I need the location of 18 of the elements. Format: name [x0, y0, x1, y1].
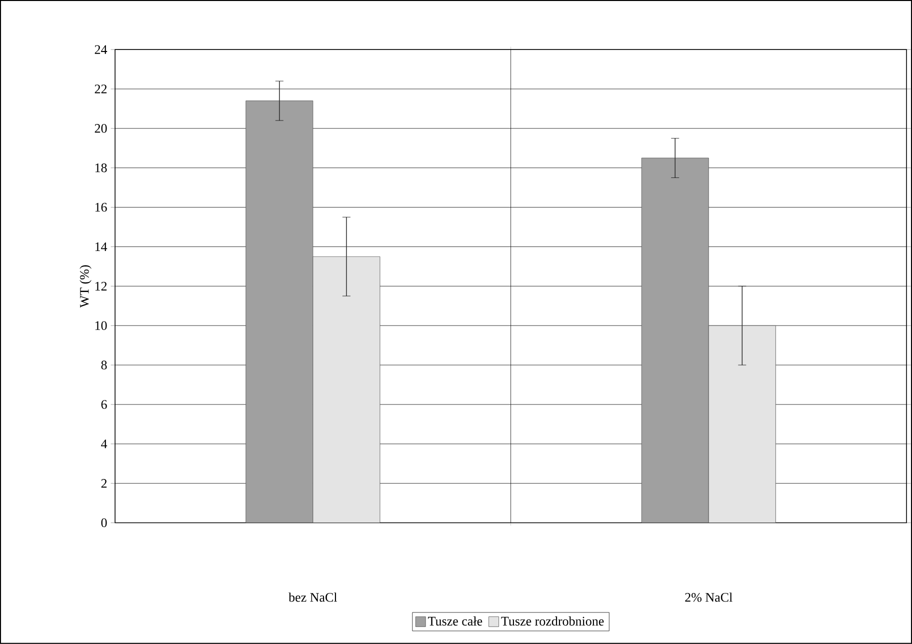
y-axis-title: WT (%) — [80, 265, 92, 308]
y-tick-label: 20 — [94, 124, 107, 133]
y-tick-label: 24 — [94, 45, 108, 54]
y-tick-label: 18 — [95, 164, 107, 172]
y-tick-label: 22 — [94, 84, 107, 94]
legend-label: Tusze rozdrobnione — [501, 616, 604, 626]
legend-label: Tusze całe — [428, 616, 482, 626]
x-tick-label: 2% NaCl — [685, 592, 732, 602]
y-tick-label: 6 — [101, 400, 107, 409]
y-tick-label: 2 — [101, 479, 107, 488]
y-tick-label: 4 — [101, 440, 108, 448]
y-tick-label: 0 — [101, 518, 107, 528]
y-tick-label: 10 — [95, 321, 107, 330]
y-tick-label: 8 — [101, 360, 107, 370]
y-tick-label: 16 — [95, 202, 107, 212]
y-tick-label: 14 — [95, 242, 108, 252]
x-tick-label: bez NaCl — [288, 592, 338, 602]
y-tick-label: 12 — [95, 282, 107, 291]
